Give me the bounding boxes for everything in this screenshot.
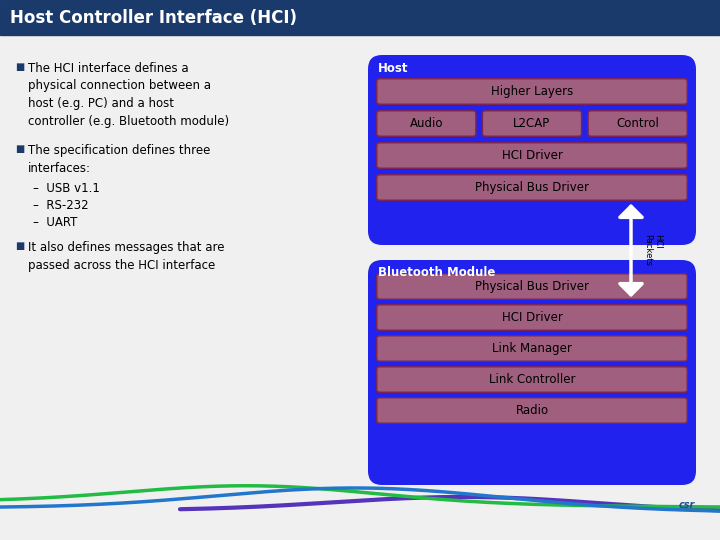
Text: Bluetooth Module: Bluetooth Module: [378, 267, 495, 280]
Text: –  USB v1.1: – USB v1.1: [33, 182, 100, 195]
FancyBboxPatch shape: [368, 260, 696, 485]
FancyBboxPatch shape: [483, 111, 581, 136]
Bar: [0, 0, 720, 35]
Text: Physical Bus Driver: Physical Bus Driver: [475, 181, 589, 194]
FancyBboxPatch shape: [377, 274, 686, 299]
FancyBboxPatch shape: [377, 79, 686, 104]
Text: The HCI interface defines a
physical connection between a
host (e.g. PC) and a h: The HCI interface defines a physical con…: [28, 62, 229, 127]
FancyBboxPatch shape: [368, 55, 696, 245]
Text: Audio: Audio: [410, 117, 443, 130]
Text: ■: ■: [15, 62, 24, 72]
Text: Host: Host: [378, 62, 408, 75]
Text: HCI
Packets: HCI Packets: [643, 234, 662, 267]
FancyBboxPatch shape: [589, 111, 686, 136]
Text: HCI Driver: HCI Driver: [502, 149, 562, 162]
FancyBboxPatch shape: [376, 397, 688, 424]
FancyBboxPatch shape: [588, 110, 688, 137]
Text: Host Controller Interface (HCI): Host Controller Interface (HCI): [10, 9, 297, 27]
Text: ■: ■: [15, 144, 24, 154]
Text: L2CAP: L2CAP: [513, 117, 551, 130]
Text: Link Controller: Link Controller: [489, 373, 575, 386]
Text: ■: ■: [15, 241, 24, 251]
Text: –  UART: – UART: [33, 216, 77, 229]
FancyArrowPatch shape: [620, 206, 642, 295]
FancyBboxPatch shape: [376, 78, 688, 105]
FancyBboxPatch shape: [377, 306, 686, 329]
FancyBboxPatch shape: [376, 366, 688, 393]
Text: –  RS-232: – RS-232: [33, 199, 89, 212]
FancyBboxPatch shape: [376, 110, 477, 137]
FancyBboxPatch shape: [376, 142, 688, 169]
Text: csr: csr: [679, 500, 695, 510]
FancyBboxPatch shape: [376, 174, 688, 201]
Text: Physical Bus Driver: Physical Bus Driver: [475, 280, 589, 293]
FancyBboxPatch shape: [377, 368, 686, 392]
Text: Link Manager: Link Manager: [492, 342, 572, 355]
Text: HCI Driver: HCI Driver: [502, 311, 562, 324]
Text: It also defines messages that are
passed across the HCI interface: It also defines messages that are passed…: [28, 241, 225, 272]
FancyBboxPatch shape: [376, 304, 688, 331]
Text: Control: Control: [616, 117, 659, 130]
FancyBboxPatch shape: [376, 335, 688, 362]
Text: Radio: Radio: [516, 404, 549, 417]
FancyBboxPatch shape: [376, 273, 688, 300]
Text: The specification defines three
interfaces:: The specification defines three interfac…: [28, 144, 210, 174]
FancyBboxPatch shape: [377, 144, 686, 167]
FancyBboxPatch shape: [482, 110, 582, 137]
FancyBboxPatch shape: [377, 176, 686, 199]
Text: Higher Layers: Higher Layers: [491, 85, 573, 98]
FancyBboxPatch shape: [377, 336, 686, 361]
FancyBboxPatch shape: [377, 111, 475, 136]
FancyBboxPatch shape: [377, 399, 686, 422]
